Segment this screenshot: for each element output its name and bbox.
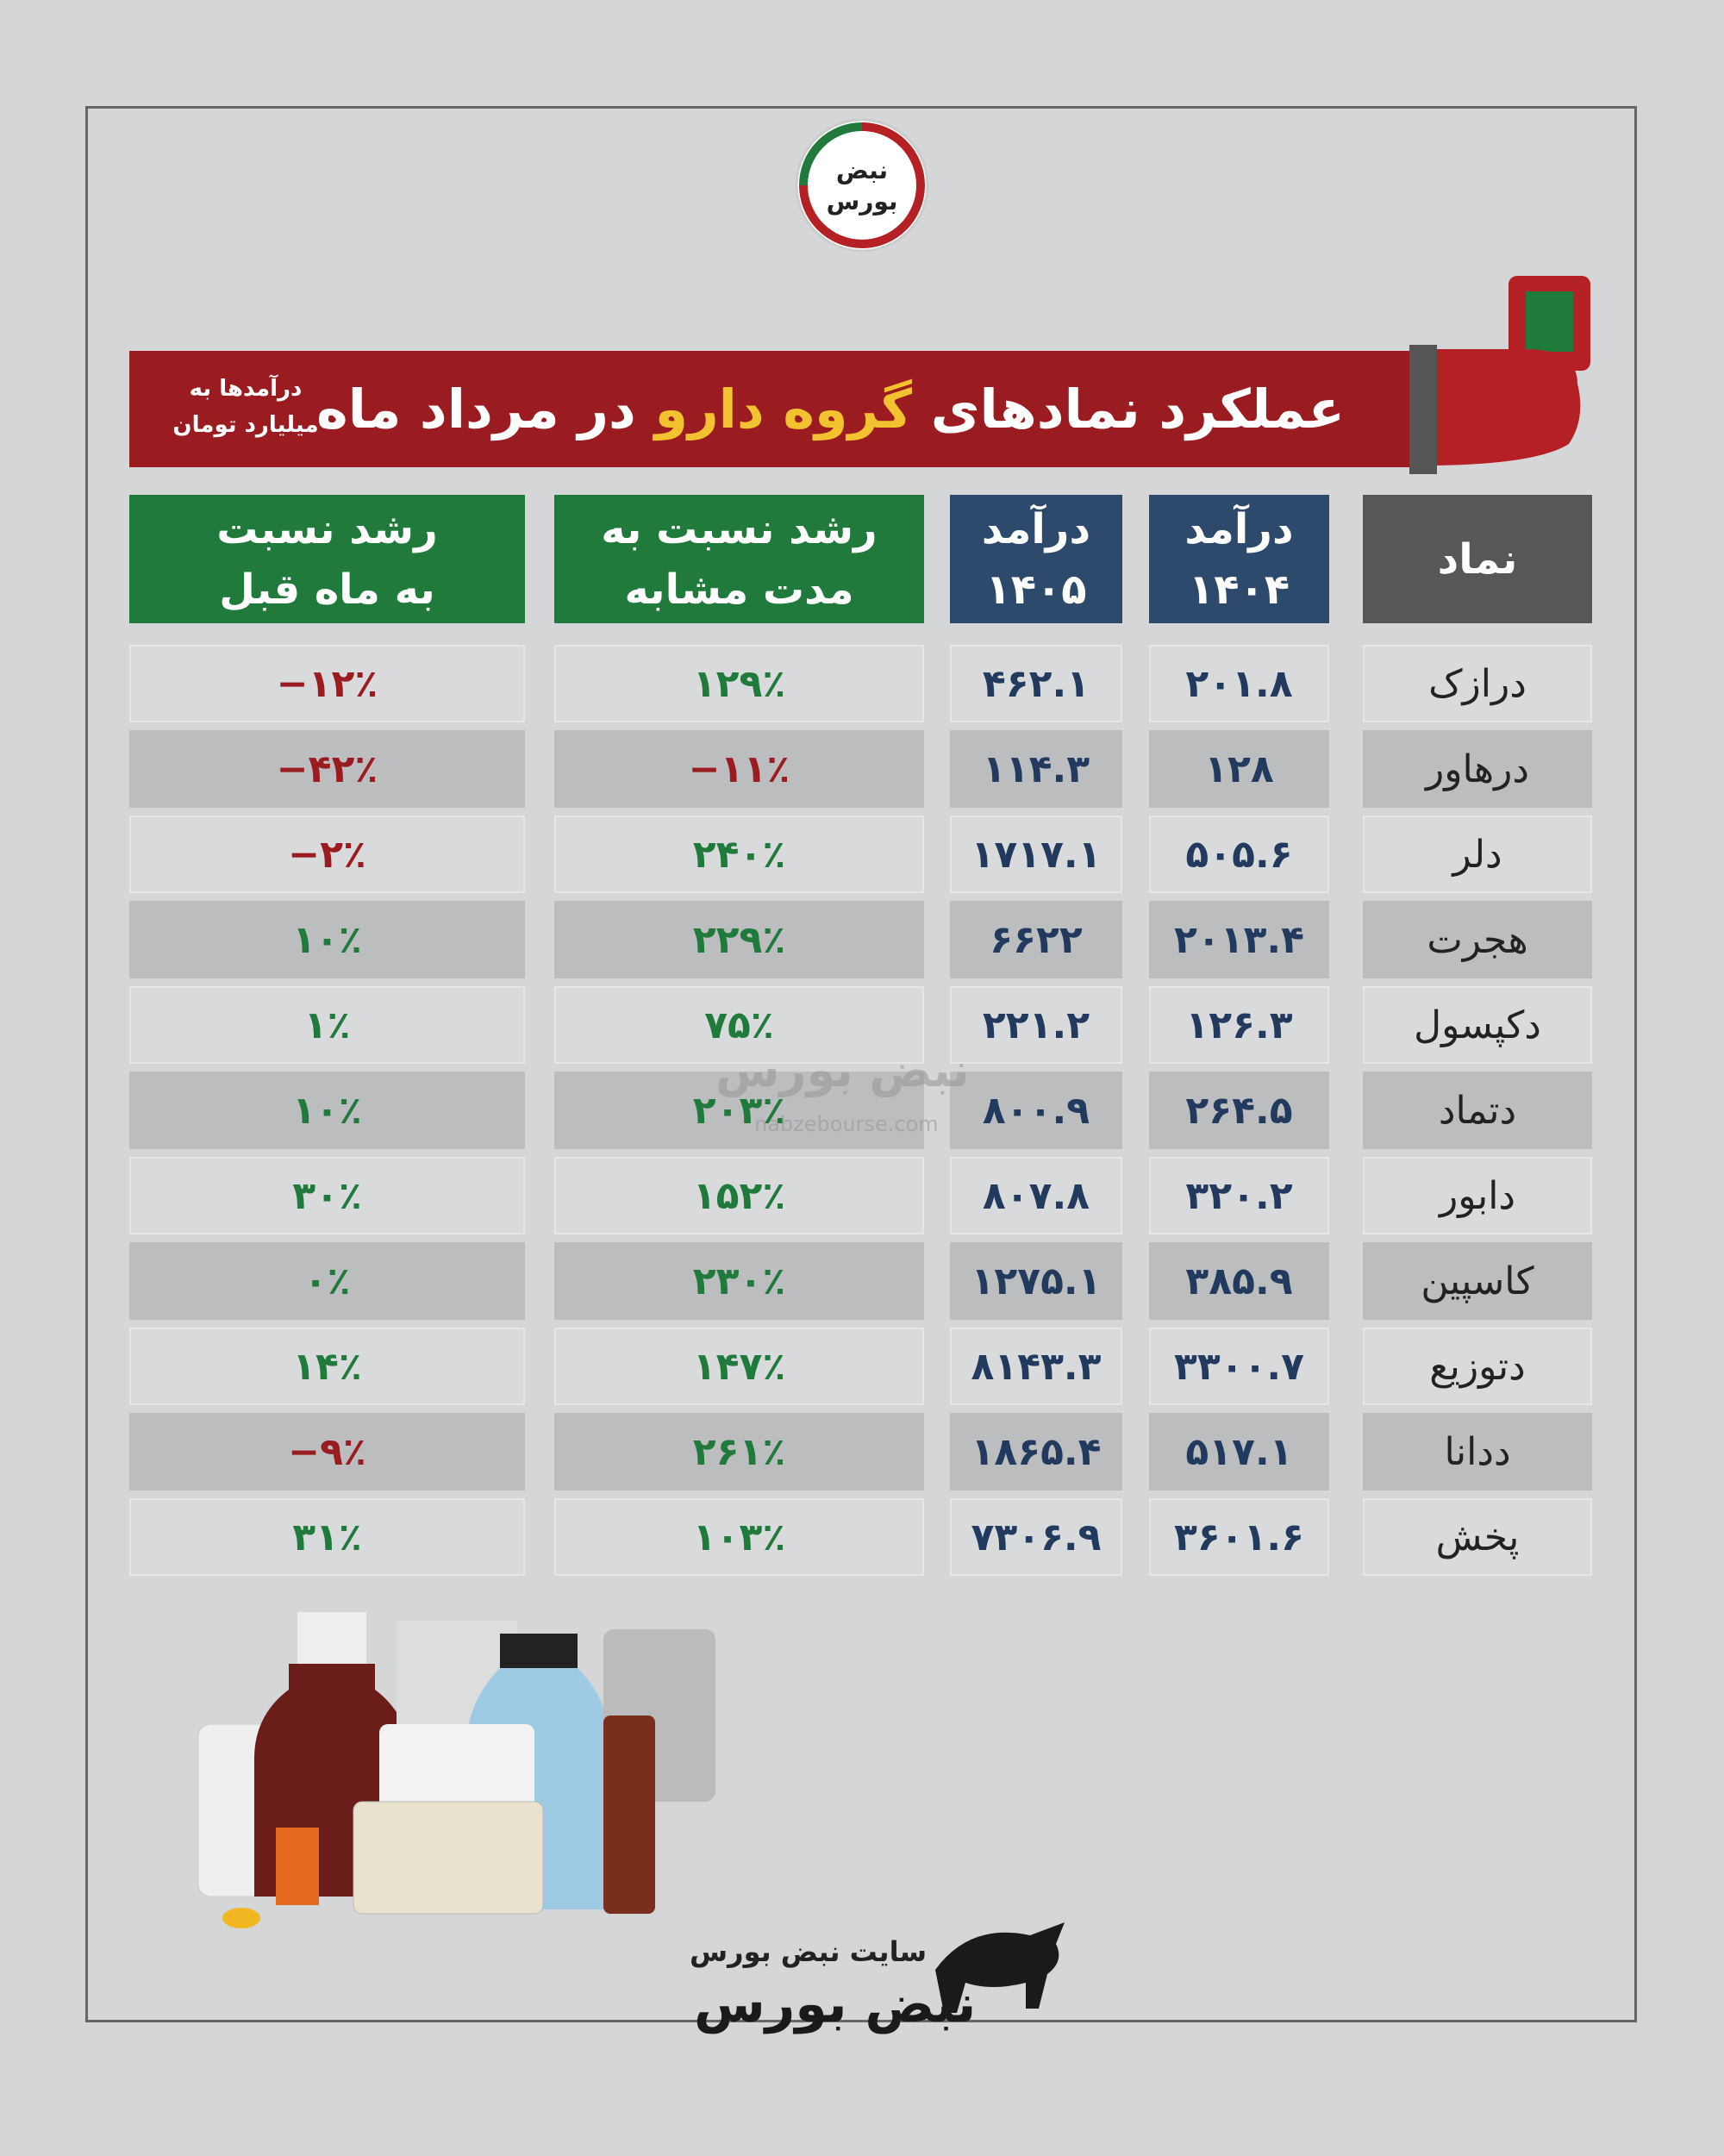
header-line: ۱۴۰۵ — [985, 565, 1087, 614]
value-cell: ۱۲۹٪ — [554, 645, 924, 722]
symbol-cell: درهاور — [1363, 730, 1592, 808]
header-line: مدت مشابه — [624, 565, 854, 614]
value-cell: ۳۳۰۰.۷ — [1149, 1328, 1329, 1405]
footer-brand: نبض بورس — [694, 1974, 977, 2034]
value-cell: ۸۰۷.۸ — [950, 1157, 1122, 1234]
value-cell: ۴۶۲.۱ — [950, 645, 1122, 722]
value-cell: ۱٪ — [129, 986, 525, 1064]
value-cell: ۸۰۰.۹ — [950, 1072, 1122, 1149]
logo: نبض بورس — [795, 118, 929, 253]
value-cell: ۲۳۰٪ — [554, 1242, 924, 1320]
header-line: به ماه قبل — [219, 565, 435, 614]
title-highlight: گروه دارو — [654, 378, 913, 441]
value-cell: ۱۷۱۷.۱ — [950, 816, 1122, 893]
title-end: در مرداد ماه — [316, 378, 636, 441]
value-cell: ۵۱۷.۱ — [1149, 1413, 1329, 1490]
header-cell: درآمد ۱۴۰۵ — [950, 495, 1122, 623]
value-cell: ۱۲۶.۳ — [1149, 986, 1329, 1064]
value-cell: ۰٪ — [129, 1242, 525, 1320]
value-cell: ۱۰۳٪ — [554, 1498, 924, 1576]
value-cell: ۱۴۷٪ — [554, 1328, 924, 1405]
header-line: رشد نسبت — [216, 504, 438, 553]
title-start: عملکرد نمادهای — [930, 378, 1345, 441]
symbol-cell: دلر — [1363, 816, 1592, 893]
symbol-cell: دتماد — [1363, 1072, 1592, 1149]
value-cell: −۱۲٪ — [129, 645, 525, 722]
value-cell: ۱۰٪ — [129, 1072, 525, 1149]
symbol-cell: دابور — [1363, 1157, 1592, 1234]
watermark-url: nabzebourse.com — [754, 1112, 939, 1136]
value-cell: ۲۰۱.۸ — [1149, 645, 1329, 722]
note-line: میلیارد تومان — [172, 412, 319, 438]
frame — [85, 106, 1637, 2022]
symbol-cell: ددانا — [1363, 1413, 1592, 1490]
medicine-illustration — [197, 1612, 715, 1928]
footer-site: سایت نبض بورس — [690, 1935, 928, 1968]
value-cell: ۲۶۴.۵ — [1149, 1072, 1329, 1149]
value-cell: ۳۲۰.۲ — [1149, 1157, 1329, 1234]
symbol-cell: درازک — [1363, 645, 1592, 722]
value-cell: ۲۴۰٪ — [554, 816, 924, 893]
symbol-cell: هجرت — [1363, 901, 1592, 978]
value-cell: −۹٪ — [129, 1413, 525, 1490]
value-cell: ۱۲۷۵.۱ — [950, 1242, 1122, 1320]
value-cell: ۱۵۲٪ — [554, 1157, 924, 1234]
value-cell: −۱۱٪ — [554, 730, 924, 808]
bull-icon — [935, 1922, 1065, 2013]
value-cell: ۵۰۵.۶ — [1149, 816, 1329, 893]
title: عملکرد نمادهای گروه دارو در مرداد ماه — [316, 351, 1345, 467]
value-cell: ۲۶۱٪ — [554, 1413, 924, 1490]
value-cell: ۸۱۴۳.۳ — [950, 1328, 1122, 1405]
value-cell: ۱۲۸ — [1149, 730, 1329, 808]
value-cell: ۳۸۵.۹ — [1149, 1242, 1329, 1320]
value-cell: ۲۰۱۳.۴ — [1149, 901, 1329, 978]
value-cell: ۷۳۰۶.۹ — [950, 1498, 1122, 1576]
header-line: درآمد — [1184, 504, 1294, 553]
logo-text: نبض — [836, 156, 888, 184]
value-cell: ۲۲۹٪ — [554, 901, 924, 978]
hand-icon — [1409, 276, 1590, 474]
symbol-cell: دکپسول — [1363, 986, 1592, 1064]
value-cell: −۲٪ — [129, 816, 525, 893]
value-cell: ۳۱٪ — [129, 1498, 525, 1576]
symbol-cell: دتوزیع — [1363, 1328, 1592, 1405]
value-cell: ۷۵٪ — [554, 986, 924, 1064]
value-cell: ۳۶۰۱.۶ — [1149, 1498, 1329, 1576]
watermark: نبض بورس — [715, 1043, 970, 1097]
value-cell: ۱۸۶۵.۴ — [950, 1413, 1122, 1490]
header-line: ۱۴۰۴ — [1188, 565, 1290, 614]
title-banner — [129, 351, 1416, 467]
header-cell: رشد نسبت به مدت مشابه — [554, 495, 924, 623]
value-cell: ۲۲۱.۲ — [950, 986, 1122, 1064]
unit-note: درآمدها به میلیارد تومان — [164, 371, 328, 443]
symbol-cell: پخش — [1363, 1498, 1592, 1576]
logo-text: بورس — [827, 187, 898, 216]
value-cell: −۴۲٪ — [129, 730, 525, 808]
value-cell: ۶۶۲۲ — [950, 901, 1122, 978]
value-cell: ۱۴٪ — [129, 1328, 525, 1405]
value-cell: ۳۰٪ — [129, 1157, 525, 1234]
value-cell: ۲۰۳٪ — [554, 1072, 924, 1149]
header-line: رشد نسبت به — [601, 504, 878, 553]
header-cell: رشد نسبت به ماه قبل — [129, 495, 525, 623]
note-line: درآمدها به — [189, 376, 303, 402]
header-cell: درآمد ۱۴۰۴ — [1149, 495, 1329, 623]
header-line: نماد — [1437, 534, 1518, 584]
header-cell: نماد — [1363, 495, 1592, 623]
value-cell: ۱۱۴.۳ — [950, 730, 1122, 808]
value-cell: ۱۰٪ — [129, 901, 525, 978]
header-line: درآمد — [981, 504, 1091, 553]
symbol-cell: کاسپین — [1363, 1242, 1592, 1320]
